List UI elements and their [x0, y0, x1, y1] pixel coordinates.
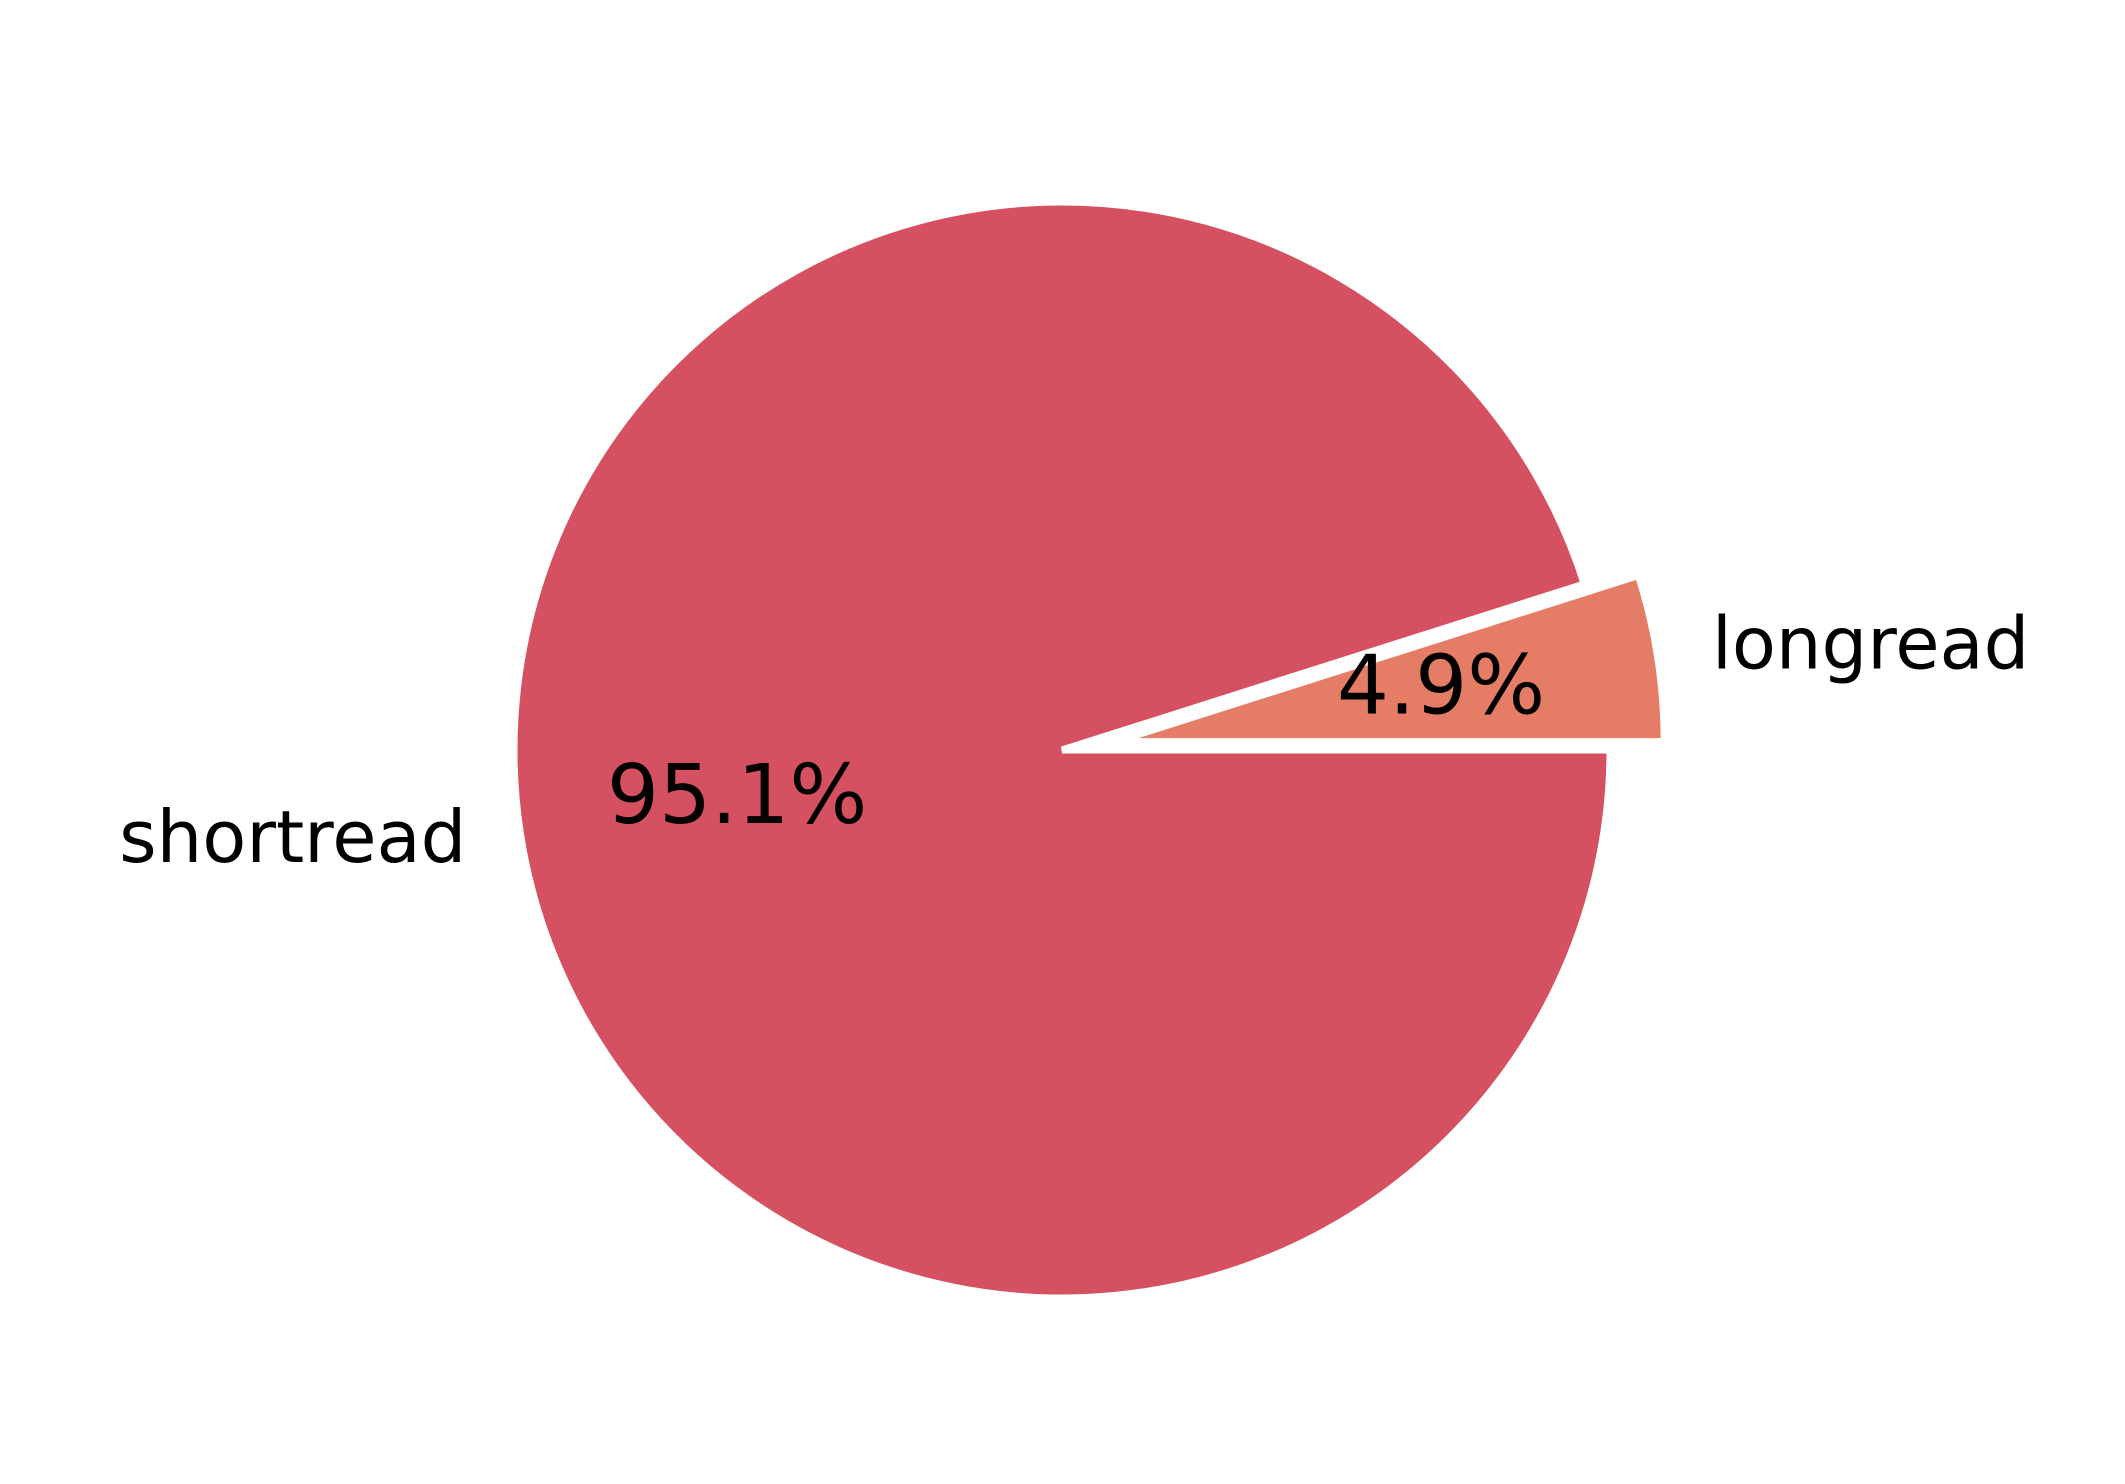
pie-slice-shortread — [510, 198, 1614, 1302]
labels-layer: longread 4.9% shortread 95.1% — [119, 602, 2029, 879]
pie-slice-longread — [1115, 571, 1668, 746]
slice-label-shortread: shortread — [119, 795, 466, 879]
pct-label-shortread: 95.1% — [607, 748, 868, 843]
slice-label-longread: longread — [1712, 602, 2030, 686]
pct-label-longread: 4.9% — [1337, 639, 1545, 734]
slices-layer — [510, 198, 1668, 1302]
